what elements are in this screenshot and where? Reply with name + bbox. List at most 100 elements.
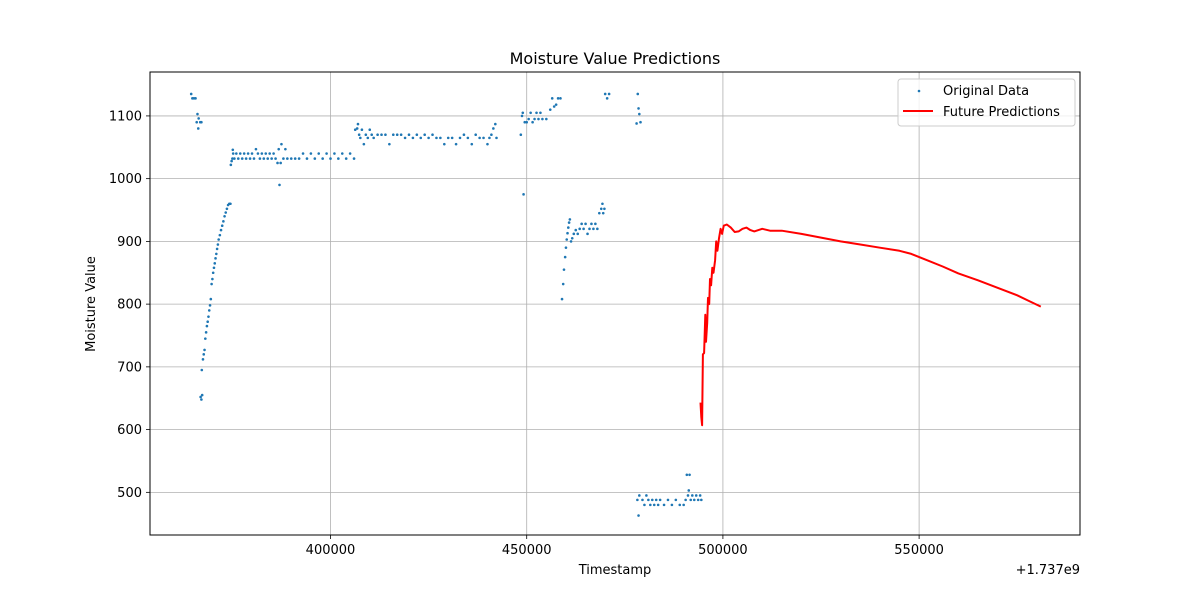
data-point (357, 133, 361, 137)
data-point (443, 142, 446, 146)
data-point (588, 227, 591, 231)
data-point (439, 136, 442, 140)
data-point (564, 246, 568, 249)
data-point (297, 157, 301, 160)
data-point (254, 147, 258, 151)
data-point (222, 220, 225, 223)
data-point (203, 348, 206, 352)
data-point (637, 514, 640, 517)
data-point (654, 498, 658, 502)
data-point (603, 92, 607, 96)
data-point (376, 133, 379, 137)
data-point (260, 152, 264, 155)
data-point (539, 111, 542, 115)
data-point (207, 309, 211, 312)
legend-box (897, 78, 1076, 127)
data-point (678, 503, 682, 507)
data-point (364, 133, 368, 137)
data-point (313, 157, 317, 160)
data-point (643, 503, 646, 507)
data-point (527, 117, 530, 121)
data-point (353, 128, 357, 132)
data-point (211, 271, 215, 275)
data-point (599, 207, 603, 211)
data-point (229, 163, 233, 167)
data-point (415, 133, 419, 137)
data-point (556, 97, 560, 100)
data-point (317, 152, 321, 155)
y-tick-label: 900 (117, 235, 142, 250)
data-point (563, 255, 567, 259)
data-point (194, 97, 197, 100)
data-point (284, 147, 287, 151)
data-point (521, 111, 525, 115)
data-point (276, 161, 279, 165)
y-tick-label: 500 (117, 486, 142, 501)
data-point (650, 498, 654, 502)
data-point (519, 133, 523, 137)
data-point (569, 240, 573, 243)
data-point (231, 157, 234, 160)
data-point (209, 297, 213, 301)
data-point (344, 157, 348, 160)
data-point (204, 337, 207, 340)
data-point (596, 227, 599, 231)
x-tick-label: 450000 (502, 543, 552, 558)
data-point (286, 157, 289, 160)
data-point (215, 252, 218, 256)
data-point (689, 498, 693, 502)
data-point (411, 136, 415, 140)
data-point (529, 111, 532, 115)
data-point (474, 133, 477, 137)
data-point (215, 247, 219, 251)
data-point (494, 122, 497, 126)
data-point (454, 142, 458, 146)
data-point (225, 207, 229, 211)
data-point (427, 136, 430, 140)
data-point (213, 262, 217, 265)
data-point (590, 222, 593, 226)
data-point (235, 152, 238, 155)
data-point (638, 494, 641, 497)
data-point (337, 157, 340, 160)
data-point (535, 111, 538, 115)
x-tick-label: 550000 (894, 543, 944, 558)
data-point (686, 494, 690, 497)
data-point (687, 489, 691, 492)
data-point (607, 92, 611, 96)
data-point (586, 232, 589, 236)
data-point (566, 231, 569, 235)
data-point (700, 498, 703, 502)
data-point (545, 117, 548, 121)
data-point (637, 107, 640, 110)
data-point (262, 157, 266, 160)
data-point (391, 133, 395, 137)
data-point (694, 494, 698, 497)
data-point (656, 503, 660, 507)
data-point (470, 142, 474, 146)
data-point (301, 152, 305, 155)
data-point (520, 114, 524, 118)
data-point (548, 108, 552, 111)
data-point (578, 227, 581, 231)
data-point (395, 133, 399, 137)
data-point (486, 142, 489, 146)
data-point (666, 498, 670, 502)
data-point (696, 498, 700, 502)
data-point (360, 128, 364, 132)
data-point (572, 232, 576, 236)
data-point (272, 152, 275, 155)
data-point (325, 152, 328, 155)
data-point (605, 97, 609, 100)
data-point (684, 498, 687, 502)
data-point (388, 142, 391, 146)
data-point (649, 503, 652, 507)
x-tick-label: 400000 (306, 543, 356, 558)
data-point (423, 133, 426, 137)
data-point (220, 224, 224, 228)
y-tick-label: 1100 (109, 109, 142, 124)
data-point (576, 232, 580, 236)
data-point (431, 133, 434, 137)
data-point (309, 152, 313, 155)
data-point (200, 368, 204, 372)
